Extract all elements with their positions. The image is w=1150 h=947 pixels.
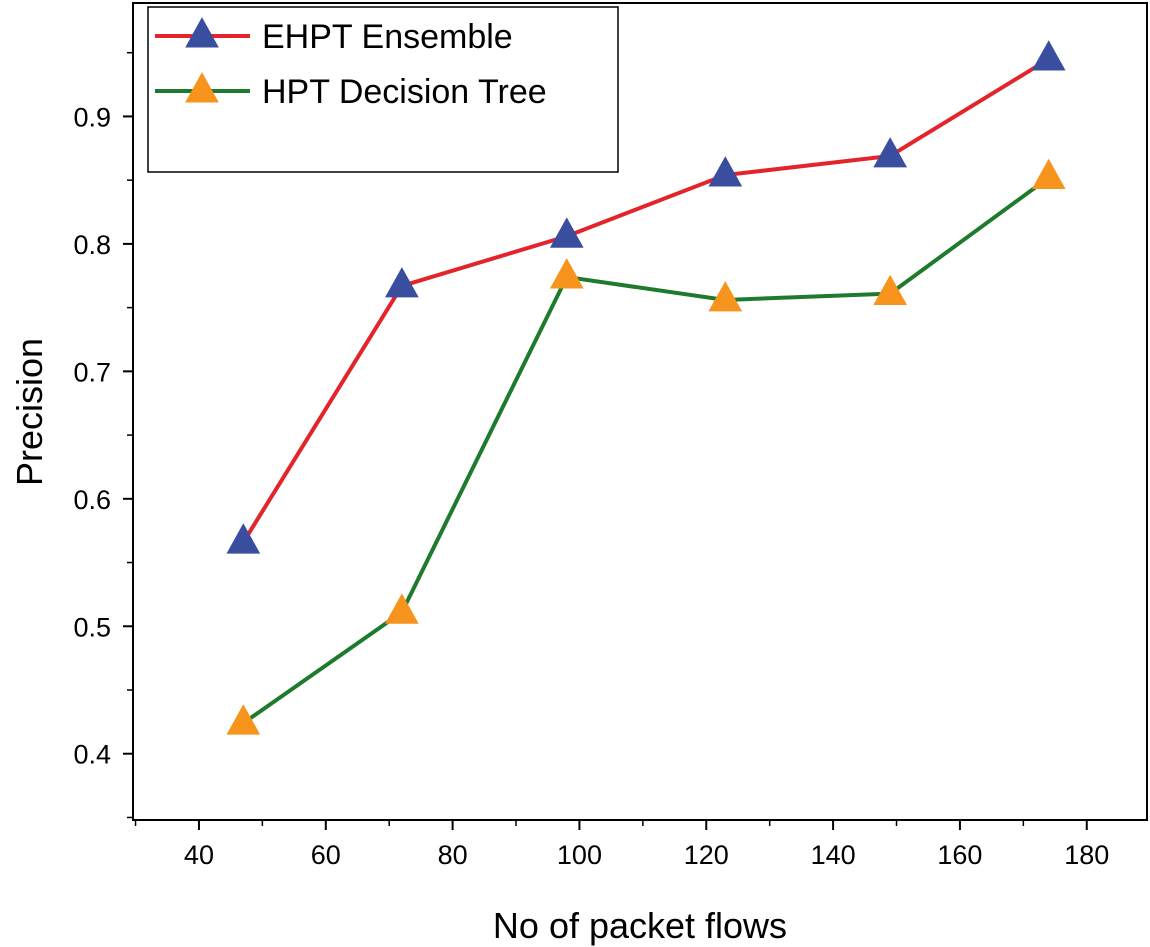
data-point — [1031, 158, 1066, 190]
x-axis-label: No of packet flows — [493, 905, 787, 946]
data-point — [708, 156, 743, 187]
data-point — [1031, 40, 1066, 71]
x-tick-label: 140 — [811, 840, 856, 870]
x-tick-label: 80 — [438, 840, 468, 870]
legend-marker — [185, 17, 219, 48]
data-point — [226, 523, 261, 554]
series-line — [241, 57, 1050, 544]
data-point — [873, 274, 908, 306]
x-tick-label: 100 — [557, 840, 602, 870]
data-point — [549, 217, 584, 248]
plot-frame — [132, 2, 1148, 821]
y-tick-label: 0.4 — [73, 740, 111, 770]
legend: EHPT Ensemble HPT Decision Tree — [147, 6, 619, 173]
y-tick-label: 0.5 — [73, 612, 111, 642]
series-0 — [226, 40, 1066, 554]
y-axis-label: Precision — [9, 338, 50, 486]
y-tick-label: 0.9 — [73, 102, 111, 132]
y-tick-label: 0.6 — [73, 485, 111, 515]
data-point — [708, 281, 743, 312]
data-point — [385, 267, 419, 298]
series-line — [242, 176, 1050, 725]
x-tick-label: 120 — [684, 840, 729, 870]
data-point — [549, 258, 584, 289]
legend-label: EHPT Ensemble — [262, 18, 513, 56]
x-tick-label: 60 — [311, 840, 341, 870]
x-tick-label: 180 — [1064, 840, 1109, 870]
y-tick-label: 0.7 — [73, 357, 111, 387]
legend-marker — [185, 72, 219, 103]
x-tick-label: 40 — [184, 840, 214, 870]
y-tick-label: 0.8 — [73, 230, 111, 260]
data-point — [226, 704, 261, 735]
x-tick-label: 160 — [937, 840, 982, 870]
data-point — [385, 593, 419, 624]
data-point — [873, 137, 908, 168]
legend-label: HPT Decision Tree — [262, 73, 547, 111]
series-1 — [226, 158, 1066, 735]
